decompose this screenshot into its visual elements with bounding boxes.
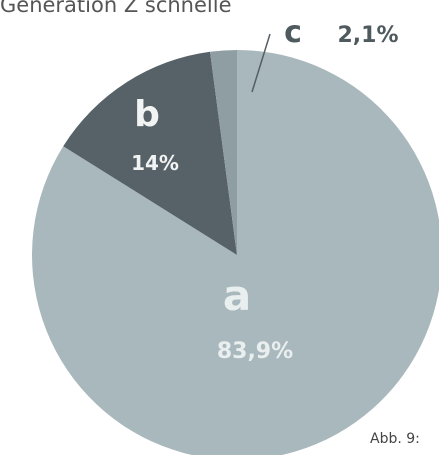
value-label: 2,1% [337, 23, 398, 48]
pie-slice [210, 50, 237, 255]
pie [32, 50, 439, 455]
leader-line [251, 33, 271, 93]
category-label: b [134, 94, 160, 135]
chart-title: Generation Z schnelle [0, 0, 232, 17]
category-label: c [284, 15, 302, 50]
pie-slice [63, 51, 237, 255]
pie-slice [32, 50, 439, 455]
category-label: a [223, 271, 251, 320]
value-label: 83,9% [217, 339, 293, 364]
value-label: 14% [131, 151, 179, 175]
labels: a 83,9% b 14% c 2,1% [131, 15, 398, 364]
caption: Abb. 9: [370, 431, 420, 447]
